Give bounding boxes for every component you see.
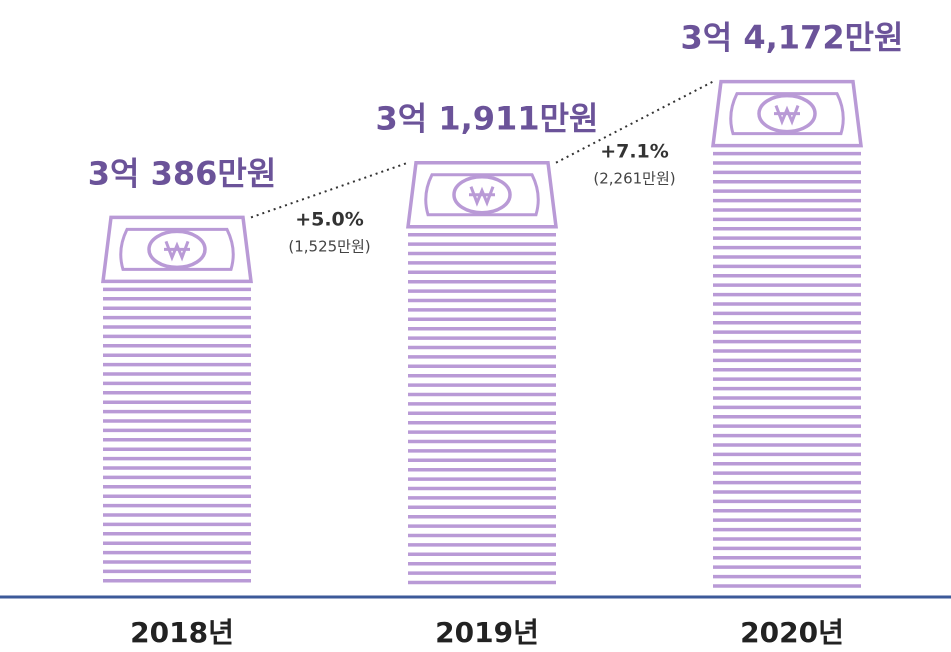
value-label: 3억 386만원 [88,154,277,192]
chart: 3억 386만원 2018년 3억 1,911만원 2019년 3억 4,172만원 20… [0,0,951,652]
money-stack [713,82,861,586]
value-label: 3억 1,911만원 [376,100,599,138]
x-tick-label: 2019년 [435,616,539,649]
value-label: 3억 4,172만원 [681,19,904,57]
x-tick-label: 2020년 [740,616,844,649]
change-detail: (2,261만원) [593,170,675,188]
change-label: +7.1% [600,141,669,163]
x-tick-label: 2018년 [130,616,234,649]
change-label: +5.0% [295,209,364,231]
change-detail: (1,525만원) [288,238,370,256]
money-stack [103,217,251,580]
money-stack [408,163,556,583]
